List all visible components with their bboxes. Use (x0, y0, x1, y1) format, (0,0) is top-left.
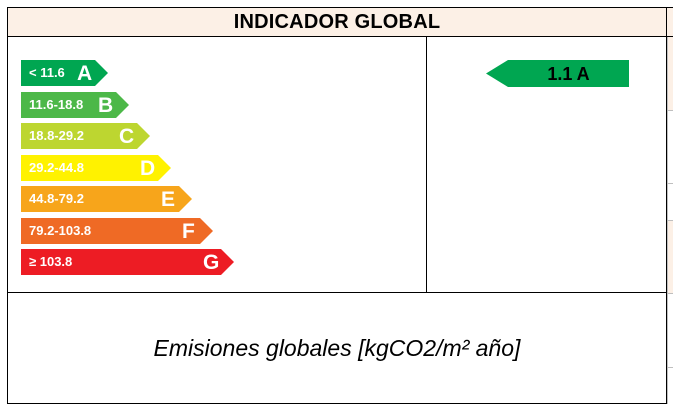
band-arrow (21, 249, 234, 275)
band-range-label: 79.2-103.8 (29, 223, 92, 238)
band-range-label: < 11.6 (29, 65, 65, 80)
edge-cell (667, 111, 673, 183)
band-arrow (21, 60, 108, 86)
band-letter: B (98, 94, 114, 117)
indicator-caption: Emisiones globales [kgCO2/m² año] (153, 335, 521, 361)
edge-cell-line (667, 367, 673, 368)
header-edge-cell (667, 7, 673, 37)
rating-band-g: ≥ 103.8 G (21, 249, 234, 275)
band-arrow-fill (21, 218, 213, 244)
rating-band-c: 18.8-29.2 C (21, 123, 150, 149)
band-letter: G (203, 251, 220, 274)
band-range-label: ≥ 103.8 (29, 254, 73, 269)
edge-cell (667, 294, 673, 367)
rating-band-f: 79.2-103.8 F (21, 218, 213, 244)
band-range-label: 11.6-18.8 (29, 97, 84, 112)
edge-cell (667, 184, 673, 220)
band-range-label: 29.2-44.8 (29, 160, 84, 175)
rating-table (7, 36, 667, 404)
band-range-label: 44.8-79.2 (29, 191, 84, 206)
rating-band-a: < 11.6 A (21, 60, 108, 86)
band-range-label: 18.8-29.2 (29, 128, 84, 143)
band-arrow-fill (21, 60, 108, 86)
indicator-title: INDICADOR GLOBAL (7, 7, 667, 37)
band-arrow-fill (21, 155, 171, 181)
column-divider (426, 37, 427, 293)
edge-cell-line (667, 293, 673, 294)
band-arrow (21, 123, 150, 149)
result-arrow-shape (486, 60, 629, 87)
edge-cell-line (667, 110, 673, 111)
row-divider (7, 292, 667, 293)
right-edge-cells (667, 37, 673, 404)
edge-cell (667, 37, 673, 110)
edge-cell-line (667, 183, 673, 184)
band-letter: E (161, 188, 176, 211)
band-letter: C (119, 125, 135, 148)
band-arrow-fill (21, 92, 129, 118)
band-letter: A (77, 62, 93, 85)
rating-band-b: 11.6-18.8 B (21, 92, 129, 118)
band-arrow (21, 155, 171, 181)
edge-cell-line (667, 220, 673, 221)
rating-result-arrow: 1.1 A (486, 60, 629, 87)
edge-cell (667, 221, 673, 293)
edge-cell (667, 368, 673, 404)
band-letter: F (182, 220, 195, 243)
rating-result-value: 1.1 A (547, 64, 590, 84)
band-arrow (21, 218, 213, 244)
band-arrow (21, 186, 192, 212)
band-arrow (21, 92, 129, 118)
band-arrow-fill (21, 249, 234, 275)
rating-band-d: 29.2-44.8 D (21, 155, 171, 181)
band-arrow-fill (21, 186, 192, 212)
band-letter: D (140, 157, 156, 180)
band-arrow-fill (21, 123, 150, 149)
rating-band-e: 44.8-79.2 E (21, 186, 192, 212)
